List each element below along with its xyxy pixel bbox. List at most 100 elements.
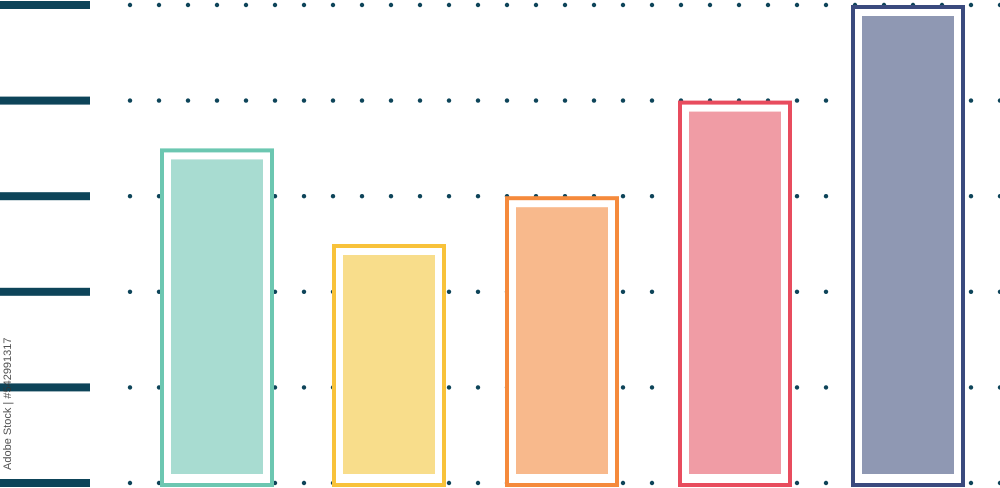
bar: [343, 255, 435, 474]
grid-dot: [475, 2, 481, 8]
grid-dot: [997, 2, 1000, 8]
grid-dot: [562, 2, 568, 8]
grid-dot: [475, 289, 481, 294]
grid-dot: [823, 385, 829, 390]
grid-dot: [388, 2, 394, 8]
grid-dot: [446, 194, 452, 199]
grid-dot: [127, 480, 133, 486]
bar: [862, 16, 954, 474]
grid-dot: [417, 194, 423, 199]
grid-dot: [562, 98, 568, 103]
grid-dot: [156, 2, 162, 8]
grid-dot: [504, 98, 510, 103]
grid-dot: [156, 98, 162, 103]
grid-dot: [649, 194, 655, 199]
grid-dot: [736, 2, 742, 8]
grid-dot: [214, 2, 220, 8]
grid-dot: [301, 98, 307, 103]
grid-dot: [649, 480, 655, 486]
grid-dot: [417, 98, 423, 103]
grid-dot: [997, 194, 1000, 199]
grid-dot: [127, 385, 133, 390]
y-tick-mark: [0, 383, 90, 392]
grid-dot: [388, 194, 394, 199]
grid-dot: [475, 480, 481, 486]
grid-dot: [620, 194, 626, 199]
grid-dot: [330, 98, 336, 103]
y-tick-mark: [0, 479, 90, 487]
grid-dot: [794, 385, 800, 390]
grid-dot: [533, 98, 539, 103]
grid-dot: [214, 98, 220, 103]
grid-dot: [620, 385, 626, 390]
grid-dot: [127, 98, 133, 103]
grid-dot: [968, 385, 974, 390]
bar: [171, 159, 263, 474]
grid-dot: [823, 194, 829, 199]
grid-dot: [591, 2, 597, 8]
watermark: Adobe Stock | #542991317: [2, 337, 14, 470]
grid-dot: [968, 289, 974, 294]
grid-dot: [997, 480, 1000, 486]
grid-dot: [475, 194, 481, 199]
grid-dot: [301, 385, 307, 390]
grid-dot: [301, 480, 307, 486]
grid-dot: [272, 2, 278, 8]
y-tick-mark: [0, 96, 90, 105]
grid-dot: [997, 289, 1000, 294]
grid-dot: [243, 98, 249, 103]
grid-dot: [620, 98, 626, 103]
grid-dot: [707, 2, 713, 8]
grid-dot: [330, 194, 336, 199]
grid-dot: [446, 2, 452, 8]
grid-dot: [794, 480, 800, 486]
grid-dot: [475, 385, 481, 390]
bar: [689, 111, 781, 474]
grid-dot: [417, 2, 423, 8]
grid-dot: [794, 98, 800, 103]
y-tick-mark: [0, 192, 90, 201]
grid-dot: [968, 480, 974, 486]
grid-dot: [794, 194, 800, 199]
bar: [516, 207, 608, 474]
grid-dot: [591, 98, 597, 103]
grid-dot: [330, 2, 336, 8]
grid-dot: [649, 385, 655, 390]
grid-dot: [765, 2, 771, 8]
grid-dot: [185, 2, 191, 8]
grid-dot: [446, 98, 452, 103]
grid-dot: [649, 289, 655, 294]
grid-dot: [359, 2, 365, 8]
grid-dot: [504, 2, 510, 8]
grid-dot: [649, 2, 655, 8]
grid-dot: [127, 289, 133, 294]
grid-dot: [968, 98, 974, 103]
grid-dot: [997, 385, 1000, 390]
grid-dot: [620, 480, 626, 486]
grid-dot: [359, 98, 365, 103]
grid-dot: [475, 98, 481, 103]
grid-dot: [794, 289, 800, 294]
grid-dot: [823, 289, 829, 294]
grid-dot: [968, 2, 974, 8]
grid-dot: [678, 2, 684, 8]
grid-dot: [620, 289, 626, 294]
grid-dot: [301, 289, 307, 294]
grid-dot: [185, 98, 191, 103]
grid-dot: [823, 2, 829, 8]
grid-dot: [388, 98, 394, 103]
grid-dot: [301, 194, 307, 199]
grid-dot: [533, 2, 539, 8]
grid-dot: [620, 2, 626, 8]
grid-dot: [272, 98, 278, 103]
grid-dot: [301, 2, 307, 8]
grid-dot: [127, 2, 133, 8]
grid-dot: [823, 98, 829, 103]
grid-dot: [823, 480, 829, 486]
grid-dot: [968, 194, 974, 199]
grid-dot: [649, 98, 655, 103]
grid-dot: [446, 289, 452, 294]
grid-dot: [243, 2, 249, 8]
grid-dot: [127, 194, 133, 199]
